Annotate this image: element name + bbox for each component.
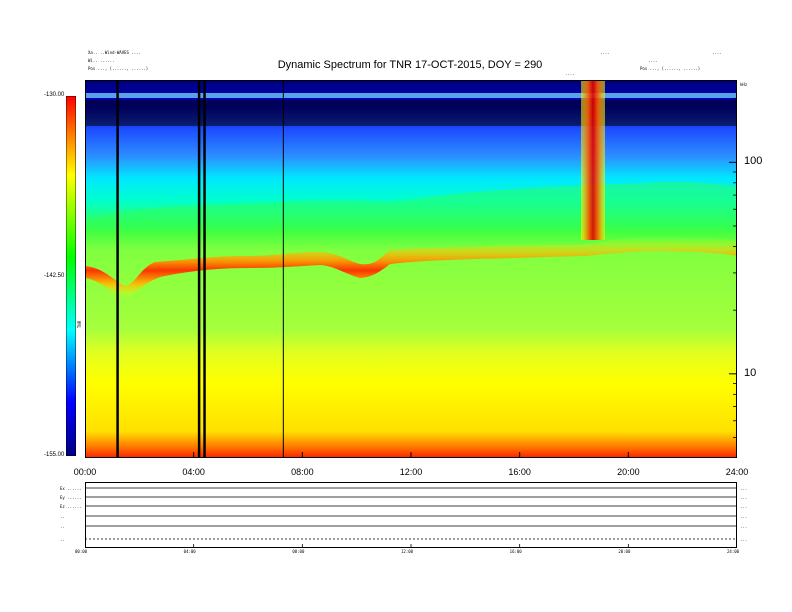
colorbar-tick-top: -130.00: [44, 92, 65, 98]
bottom-row-right-label: ...: [740, 495, 748, 500]
bottom-panel-ticks: [85, 544, 737, 548]
bottom-row-label: ..: [60, 537, 65, 542]
x-tick-label: 16:00: [508, 467, 531, 477]
colorbar-label: TNR: [77, 320, 83, 329]
header-left-line2: Wi.. ......: [88, 58, 115, 63]
bottom-row-right-label: ...: [740, 486, 748, 491]
plot-title: Dynamic Spectrum for TNR 17-OCT-2015, DO…: [277, 59, 543, 71]
vertical-lines-group: [116, 80, 284, 458]
bottom-panel-rows: [85, 487, 737, 540]
bottom-x-tick-label: 16:00: [509, 549, 522, 554]
bottom-data-panel: [85, 482, 737, 548]
x-tick-label: 04:00: [182, 467, 205, 477]
x-tick-label: 00:00: [73, 467, 97, 477]
bottom-row-label: Ex ......: [60, 486, 82, 491]
x-tick-label: 24:00: [725, 467, 749, 477]
bottom-row-label: ..: [60, 524, 65, 529]
bottom-row-label: ..: [60, 514, 65, 519]
y-tick-label: 100: [744, 155, 763, 168]
frequency-unit-label: kHz: [740, 82, 748, 87]
light-cyan-stripe: [85, 93, 737, 98]
dynamic-spectrum-plot: [85, 80, 737, 458]
bottom-row-right-label: ...: [740, 537, 748, 542]
header-right-line3: Pos ..., (......, ......): [640, 66, 701, 71]
x-tick-label: 20:00: [617, 467, 640, 477]
x-tick-label: 12:00: [399, 467, 423, 477]
y-tick-marks: [729, 98, 737, 438]
bottom-panel-frame: [85, 482, 737, 548]
header-right-line2: ....: [648, 58, 658, 63]
header-left-line3: Pos ..., (......, ......): [88, 66, 149, 71]
colorbar-fill: [66, 96, 76, 456]
y-tick-label: 10: [744, 366, 757, 379]
colorbar-tick-mid: -142.50: [44, 273, 65, 279]
red-burst: [581, 80, 605, 240]
bottom-x-tick-label: 00:00: [75, 549, 88, 554]
header-right-line1: ....: [600, 50, 610, 55]
bottom-x-tick-label: 12:00: [401, 549, 414, 554]
bottom-row-right-label: ...: [740, 514, 748, 519]
bottom-row-label: Ey ......: [60, 495, 82, 500]
header-left-line1: Xa.. ..Wind-WAVES ....: [88, 50, 141, 55]
bottom-x-tick-label: 20:00: [618, 549, 631, 554]
bottom-x-tick-label: 24:00: [727, 549, 740, 554]
burst-label: ....: [565, 71, 575, 76]
green-boundary: [85, 181, 737, 230]
bottom-x-tick-label: 08:00: [292, 549, 305, 554]
colorbar-tick-bottom: -155.00: [44, 452, 65, 458]
x-tick-label: 08:00: [291, 467, 314, 477]
red-band: [85, 236, 737, 298]
bottom-row-right-label: ...: [740, 504, 748, 509]
bottom-row-right-label: ...: [740, 524, 748, 529]
colorbar: [66, 96, 76, 456]
bottom-row-label: Ez ......: [60, 504, 82, 509]
header-right-far: ....: [712, 50, 722, 55]
bottom-x-tick-label: 04:00: [183, 549, 196, 554]
x-tick-marks: [85, 452, 737, 458]
dark-band: [85, 100, 737, 126]
